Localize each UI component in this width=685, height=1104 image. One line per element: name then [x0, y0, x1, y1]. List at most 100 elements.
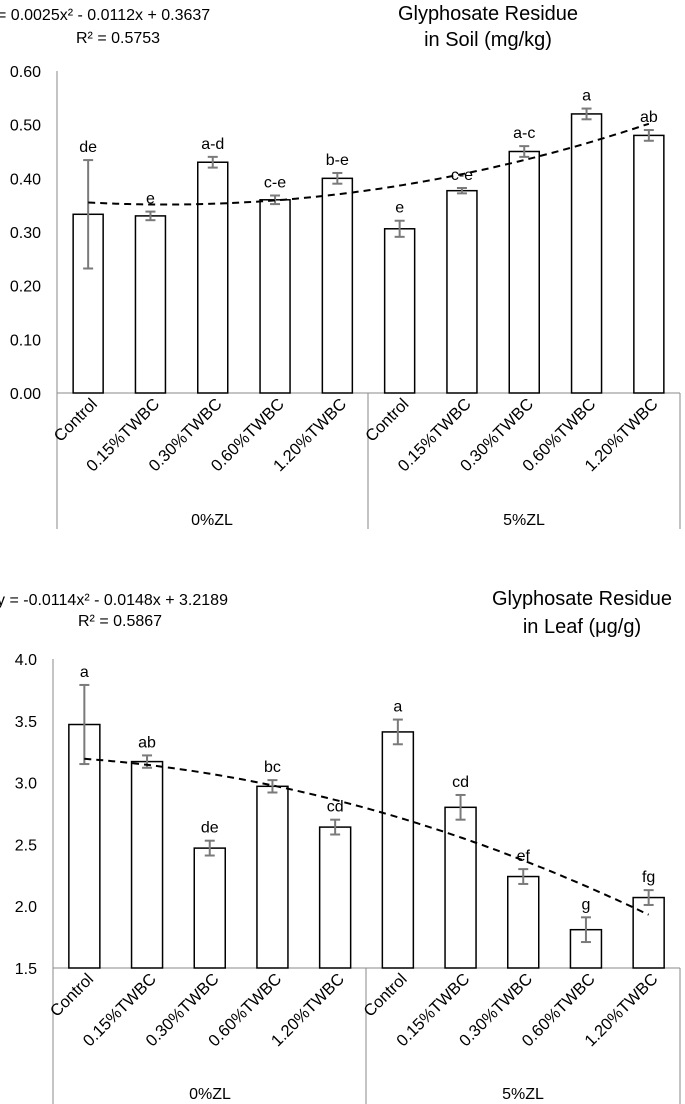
soil-group-label-0: 0%ZL: [191, 512, 233, 529]
soil-bar: [633, 134, 665, 394]
leaf-error-bar: [518, 868, 529, 885]
soil-letter-label: ab: [640, 109, 658, 126]
soil-trendline: [88, 122, 650, 206]
soil-error-bar: [643, 129, 654, 142]
leaf-letter-label: a: [393, 699, 402, 716]
soil-category-label: Control: [362, 395, 412, 445]
soil-trend-equation: = 0.0025x² - 0.0112x + 0.3637: [0, 7, 210, 24]
soil-bar: [197, 161, 229, 394]
leaf-letter-label: ef: [517, 848, 531, 865]
soil-error-bar: [270, 194, 281, 206]
soil-letter-label: de: [79, 139, 97, 156]
soil-y-tick-label: 0.00: [10, 386, 41, 403]
soil-y-tick-label: 0.30: [10, 225, 41, 242]
leaf-error-bar: [580, 916, 591, 944]
leaf-letter-label: g: [581, 896, 590, 913]
leaf-bar: [381, 731, 415, 969]
leaf-category-labels: Control0.15%TWBC0.30%TWBC0.60%TWBC1.20%T…: [47, 970, 662, 1050]
soil-category-label: Control: [51, 395, 101, 445]
soil-y-tick-label: 0.20: [10, 279, 41, 296]
soil-letter-label: c-e: [264, 175, 286, 192]
soil-letter-label: a-c: [513, 125, 535, 142]
soil-letter-label: e: [146, 191, 155, 208]
leaf-error-bar: [267, 779, 278, 794]
leaf-trendline: [84, 757, 650, 916]
soil-error-bar: [581, 107, 592, 121]
soil-error-bar: [83, 159, 94, 270]
soil-bar: [570, 113, 603, 394]
leaf-error-bar: [455, 793, 466, 821]
soil-bar: [446, 189, 478, 394]
soil-y-tick-label: 0.40: [10, 171, 41, 188]
soil-title-line2: in Soil (mg/kg): [424, 29, 552, 51]
soil-error-bar: [519, 145, 530, 158]
leaf-bar: [318, 826, 352, 969]
soil-error-bar: [332, 171, 343, 185]
leaf-trend-r2: R² = 0.5867: [78, 613, 162, 630]
leaf-significance-letters: a ab de bc cd a cd ef g fg: [80, 664, 655, 913]
soil-y-tick-label: 0.60: [10, 64, 41, 81]
leaf-y-tick-label: 2.0: [15, 899, 37, 916]
leaf-letter-label: a: [80, 664, 89, 681]
leaf-title-line1: Glyphosate Residue: [492, 588, 672, 610]
leaf-letter-label: cd: [452, 774, 469, 791]
soil-y-tick-label: 0.10: [10, 332, 41, 349]
soil-bar: [383, 228, 416, 394]
leaf-letter-label: bc: [264, 759, 281, 776]
soil-error-bars: [83, 107, 654, 270]
soil-error-bar: [145, 210, 156, 222]
soil-letter-label: c-e: [451, 167, 473, 184]
soil-letter-label: a: [582, 88, 591, 105]
soil-category-labels: Control0.15%TWBC0.30%TWBC0.60%TWBC1.20%T…: [51, 395, 662, 475]
leaf-bars: [68, 723, 665, 969]
leaf-error-bar: [392, 718, 403, 746]
soil-error-bar: [394, 219, 405, 238]
soil-bar: [134, 215, 167, 394]
leaf-bar: [256, 785, 289, 969]
soil-bars: [72, 113, 665, 394]
soil-error-bar: [207, 155, 218, 169]
soil-bar: [508, 150, 540, 394]
leaf-bar: [130, 760, 164, 969]
leaf-letter-label: fg: [642, 869, 655, 886]
leaf-title-line2: in Leaf (μg/g): [523, 616, 641, 638]
leaf-bar: [193, 847, 226, 969]
leaf-category-label: Control: [360, 970, 410, 1020]
soil-significance-letters: de e a-d c-e b-e e c-e a-c a ab: [79, 88, 658, 217]
leaf-y-tick-label: 3.5: [15, 714, 37, 731]
leaf-trend-equation: y = -0.0114x² - 0.0148x + 3.2189: [0, 592, 228, 609]
leaf-y-tick-label: 2.5: [15, 837, 37, 854]
soil-letter-label: e: [395, 200, 404, 217]
leaf-y-tick-label: 1.5: [15, 961, 37, 978]
leaf-bar: [632, 896, 665, 969]
leaf-y-tick-labels: 1.5 2.0 2.5 3.0 3.5 4.0: [15, 652, 37, 978]
soil-trend-r2: R² = 0.5753: [76, 30, 160, 47]
leaf-y-tick-label: 3.0: [15, 776, 37, 793]
soil-bar: [259, 199, 291, 394]
leaf-letter-label: cd: [327, 799, 344, 816]
soil-error-bar: [456, 186, 467, 195]
leaf-chart: y = -0.0114x² - 0.0148x + 3.2189 R² = 0.…: [0, 588, 681, 1104]
leaf-y-tick-label: 4.0: [15, 652, 37, 669]
leaf-bar: [444, 806, 477, 969]
leaf-bar: [68, 723, 101, 969]
leaf-letter-label: de: [201, 820, 219, 837]
leaf-group-label-1: 5%ZL: [502, 1086, 544, 1103]
soil-letter-label: b-e: [326, 152, 349, 169]
leaf-category-label: Control: [47, 970, 97, 1020]
soil-chart: = 0.0025x² - 0.0112x + 0.3637 R² = 0.575…: [0, 3, 681, 529]
leaf-error-bar: [330, 818, 341, 836]
leaf-letter-label: ab: [138, 734, 156, 751]
soil-y-tick-label: 0.50: [10, 118, 41, 135]
soil-letter-label: a-d: [201, 136, 224, 153]
soil-bar: [321, 177, 354, 394]
leaf-error-bar: [79, 683, 90, 766]
soil-title-line1: Glyphosate Residue: [398, 3, 578, 25]
leaf-error-bar: [204, 839, 215, 857]
soil-y-tick-labels: 0.00 0.10 0.20 0.30 0.40 0.50 0.60: [10, 64, 41, 403]
leaf-error-bars: [79, 683, 654, 944]
leaf-group-label-0: 0%ZL: [189, 1086, 231, 1103]
soil-group-label-1: 5%ZL: [503, 512, 545, 529]
leaf-error-bar: [643, 889, 654, 906]
